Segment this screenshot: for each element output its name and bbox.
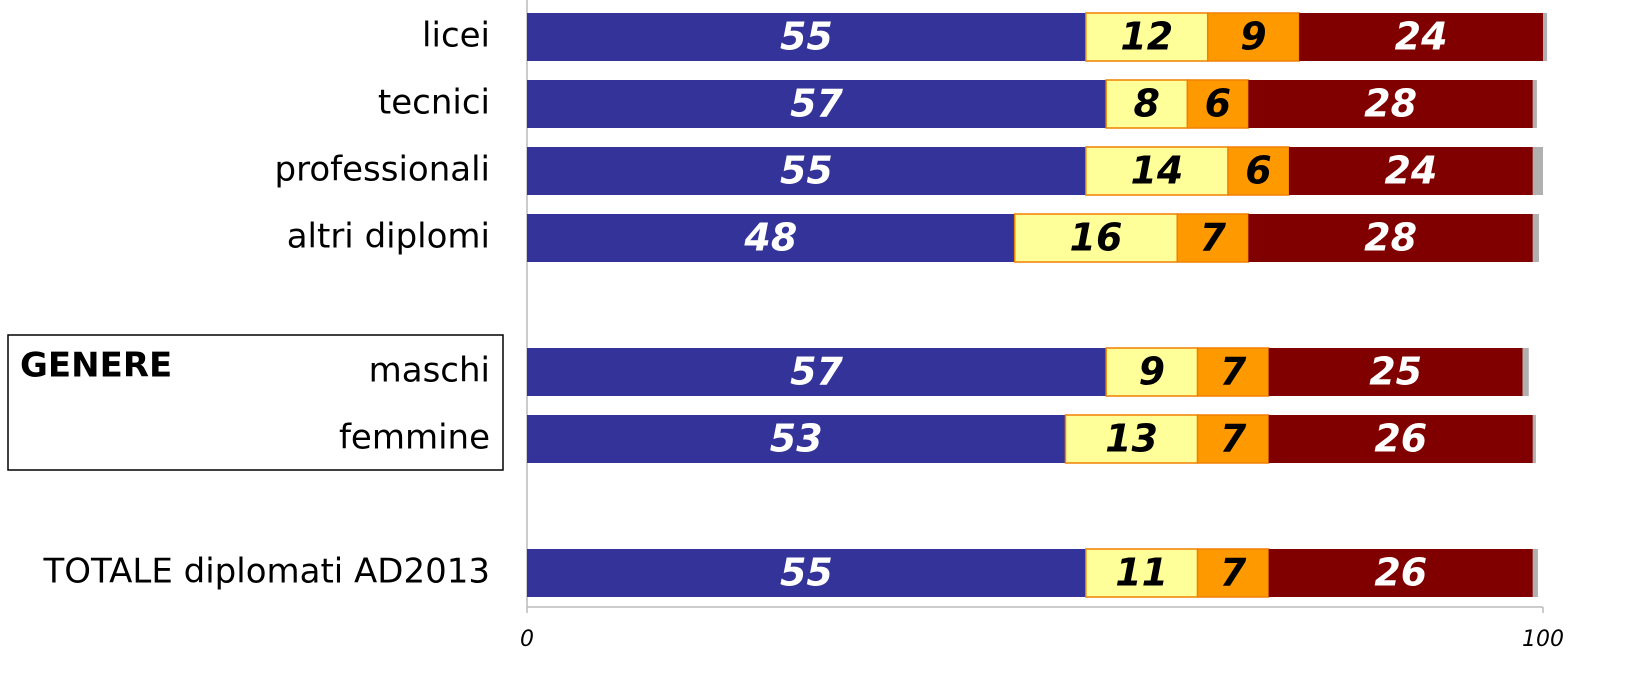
- bar-segment: [527, 80, 1107, 128]
- bar-segment: [1227, 146, 1290, 196]
- value-label: 55: [780, 15, 833, 59]
- bar-segment: [1532, 80, 1537, 128]
- bar-segment: [1013, 213, 1178, 263]
- value-label: 7: [1200, 216, 1227, 260]
- bar-segment: [1186, 79, 1250, 129]
- value-label: 28: [1364, 82, 1417, 126]
- group-box: [7, 334, 504, 471]
- bar-segment: [527, 549, 1086, 597]
- bar-segment: [1532, 549, 1538, 597]
- value-label: 7: [1220, 551, 1247, 595]
- value-label: 12: [1120, 15, 1173, 59]
- value-label: 9: [1240, 15, 1266, 59]
- category-label: TOTALE diplomati AD2013: [42, 552, 490, 592]
- value-label: 8: [1134, 82, 1160, 126]
- bar-segment: [1543, 13, 1548, 61]
- value-label: 57: [790, 82, 843, 126]
- bar-segment: [1196, 347, 1270, 397]
- bar-segment: [1064, 414, 1199, 464]
- bar-segment: [1532, 415, 1536, 463]
- category-label: licei: [422, 16, 490, 56]
- value-label: 13: [1105, 417, 1158, 461]
- value-label: 48: [743, 216, 797, 260]
- value-label: 55: [780, 551, 833, 595]
- bar-segment: [527, 348, 1107, 396]
- value-label: 24: [1395, 15, 1448, 59]
- value-label: 25: [1369, 350, 1422, 394]
- bar-segment: [1206, 12, 1300, 62]
- annotation: GENERE: [20, 346, 172, 386]
- value-label: 53: [770, 417, 823, 461]
- category-label: professionali: [275, 150, 490, 190]
- category-label: maschi: [369, 351, 490, 391]
- value-label: 11: [1115, 551, 1168, 595]
- bar-segment: [1248, 80, 1533, 128]
- value-label: 14: [1130, 149, 1183, 193]
- bar-segment: [1522, 348, 1529, 396]
- bar-segment: [527, 415, 1066, 463]
- value-label: 6: [1205, 82, 1231, 126]
- x-tick-label: 0: [520, 627, 534, 652]
- bar-segment: [1196, 414, 1270, 464]
- value-label: 24: [1384, 149, 1437, 193]
- value-label: 26: [1374, 551, 1427, 595]
- bar-segment: [1085, 548, 1199, 598]
- value-label: 6: [1245, 149, 1271, 193]
- x-tick-label: 100: [1522, 627, 1564, 652]
- category-label: tecnici: [378, 83, 490, 123]
- bar-segment: [1532, 147, 1543, 195]
- bar-segment: [1268, 415, 1533, 463]
- value-label: 28: [1364, 216, 1417, 260]
- value-label: 55: [780, 149, 833, 193]
- bar-segment: [527, 214, 1015, 262]
- value-label: 16: [1070, 216, 1123, 260]
- bar-segment: [1196, 548, 1270, 598]
- value-label: 57: [790, 350, 843, 394]
- category-label: altri diplomi: [287, 217, 490, 257]
- bar-segment: [527, 147, 1086, 195]
- bar-segment: [1299, 13, 1543, 61]
- bar-segment: [1289, 147, 1533, 195]
- category-label: femmine: [339, 418, 490, 458]
- value-label: 26: [1374, 417, 1427, 461]
- bar-segment: [1532, 214, 1539, 262]
- bar-segment: [1085, 12, 1209, 62]
- bar-segment: [1085, 146, 1229, 196]
- bar-segment: [527, 13, 1086, 61]
- bar-segment: [1105, 79, 1189, 129]
- value-label: 7: [1220, 350, 1247, 394]
- bar-segment: [1268, 549, 1533, 597]
- bar-segment: [1268, 348, 1523, 396]
- bar-segment: [1248, 214, 1533, 262]
- value-label: 7: [1220, 417, 1247, 461]
- value-label: 9: [1139, 350, 1165, 394]
- bar-segment: [1105, 347, 1199, 397]
